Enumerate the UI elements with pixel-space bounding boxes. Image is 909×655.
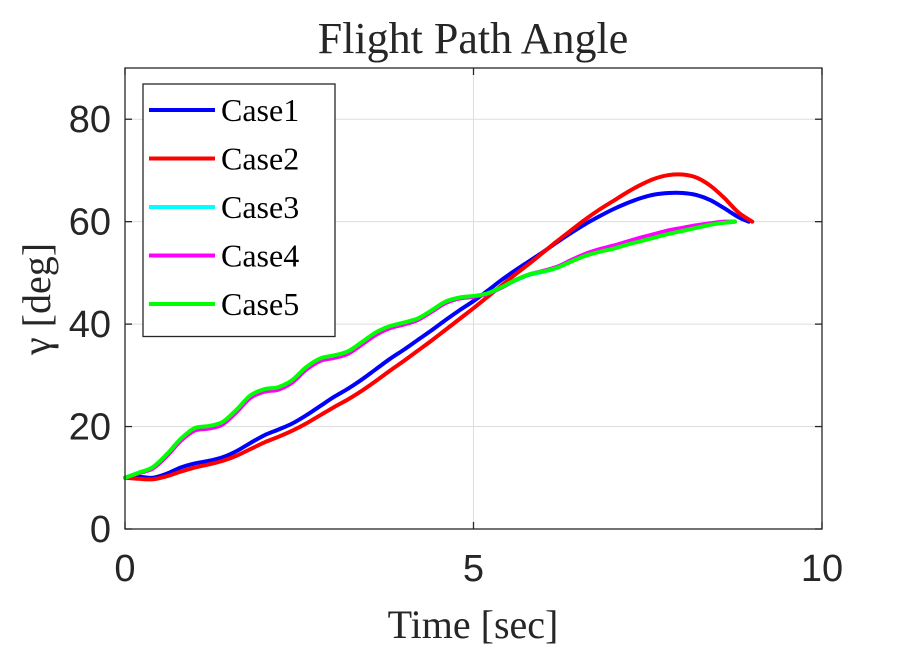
y-tick-label: 80 <box>69 99 111 141</box>
series-line-case5 <box>123 219 737 480</box>
x-tick-label: 10 <box>801 548 843 590</box>
x-tick-label: 5 <box>463 548 484 590</box>
y-axis-label: γ [deg] <box>14 243 59 356</box>
legend-box <box>142 83 336 338</box>
legend-label: Case2 <box>221 141 299 177</box>
legend-label: Case3 <box>221 189 299 225</box>
y-tick-label: 40 <box>69 304 111 346</box>
series-line-case2 <box>123 172 755 482</box>
x-axis-label: Time [sec] <box>388 602 559 647</box>
series-line-case1 <box>123 190 751 480</box>
chart-title: Flight Path Angle <box>318 14 628 63</box>
y-tick-label: 0 <box>90 509 111 551</box>
legend: Case1 Case2 Case3 Case4 Case5 <box>142 83 336 338</box>
series-lines <box>123 172 755 482</box>
y-tick-label: 20 <box>69 407 111 449</box>
y-tick-label: 60 <box>69 202 111 244</box>
legend-label: Case5 <box>221 286 299 322</box>
legend-label: Case4 <box>221 238 299 274</box>
x-tick-label: 0 <box>114 548 135 590</box>
axis-ticks: 0 5 10 0 20 40 60 80 <box>69 68 843 590</box>
legend-label: Case1 <box>221 92 299 128</box>
